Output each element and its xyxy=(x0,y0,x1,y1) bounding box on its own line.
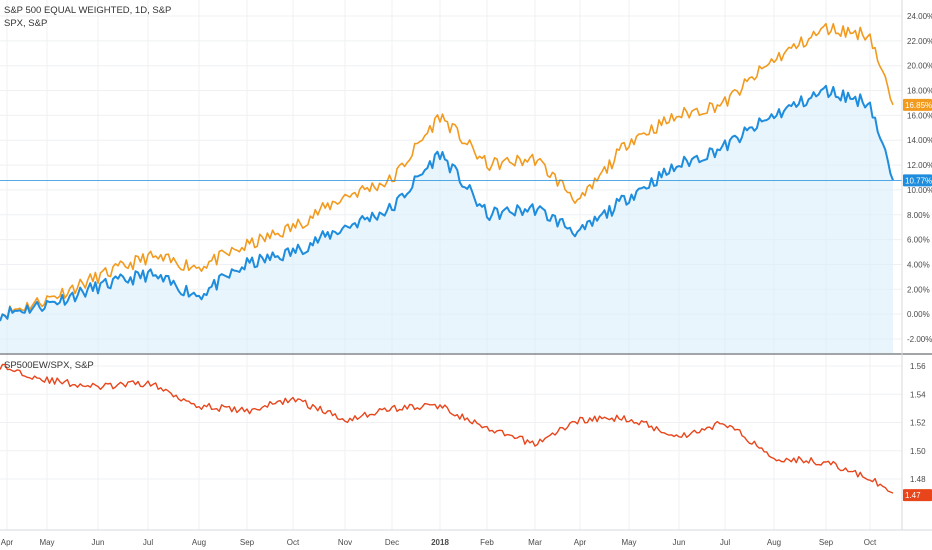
main-axis-tick-label: 2.00% xyxy=(907,285,930,294)
main-pane-title[interactable]: S&P 500 EQUAL WEIGHTED, 1D, S&P xyxy=(4,5,171,16)
time-axis-label: Jul xyxy=(720,538,730,547)
main-axis-tick-label: 22.00% xyxy=(907,37,932,46)
time-axis-label: Sep xyxy=(240,538,255,547)
time-axis-label: Jun xyxy=(673,538,686,547)
main-axis-tick-label: -2.00% xyxy=(907,335,932,344)
lower-pane-title[interactable]: SP500EW/SPX, S&P xyxy=(4,360,94,371)
main-axis-tick-label: 20.00% xyxy=(907,62,932,71)
main-axis-tick-label: 6.00% xyxy=(907,236,930,245)
time-axis-label: Oct xyxy=(287,538,300,547)
sp500ew-line xyxy=(0,22,894,322)
last-value-badges: 16.85% 10.77% 1.47 xyxy=(903,98,932,502)
main-axis-tick-label: 0.00% xyxy=(907,310,930,319)
time-axis-label: Jun xyxy=(92,538,105,547)
time-axis-label: Jul xyxy=(143,538,153,547)
main-axis-tick-label: 4.00% xyxy=(907,260,930,269)
spx-last-value-badge: 10.77% xyxy=(905,176,932,185)
sp500ew-last-value-badge-bg xyxy=(903,98,932,111)
lower-axis-tick-label: 1.48 xyxy=(910,475,926,484)
time-axis-label: 2018 xyxy=(431,538,449,547)
main-axis-tick-label: 10.00% xyxy=(907,186,932,195)
ratio-line xyxy=(0,363,894,494)
lower-axis-tick-label: 1.54 xyxy=(910,390,926,399)
spx-last-value-badge-bg xyxy=(903,174,932,187)
spx-line xyxy=(0,84,894,322)
lower-gridlines xyxy=(0,365,902,480)
time-axis[interactable]: Apr May Jun Jul Aug Sep Oct Nov Dec 2018 Feb Mar Apr… xyxy=(1,538,877,547)
lower-axis-tick-label: 1.50 xyxy=(910,447,926,456)
main-axis-tick-label: 14.00% xyxy=(907,136,932,145)
spx-area-fill xyxy=(0,85,893,354)
time-axis-label: May xyxy=(621,538,636,547)
sp500ew-last-value-badge: 16.85% xyxy=(905,101,932,110)
lower-axis-tick-label: 1.56 xyxy=(910,362,926,371)
lower-price-axis[interactable]: 1.56 1.54 1.52 1.50 1.48 xyxy=(910,362,926,484)
time-axis-label: Feb xyxy=(480,538,494,547)
lower-pane-background xyxy=(0,355,902,529)
main-pane-subtitle[interactable]: SPX, S&P xyxy=(4,18,47,29)
main-axis-tick-label: 18.00% xyxy=(907,87,932,96)
time-axis-label: Apr xyxy=(574,538,587,547)
time-axis-label: Mar xyxy=(528,538,542,547)
time-axis-label: Aug xyxy=(767,538,781,547)
lower-axis-tick-label: 1.52 xyxy=(910,419,926,428)
ratio-last-value-badge-bg xyxy=(903,489,932,502)
time-axis-label: Oct xyxy=(864,538,877,547)
time-axis-label: Nov xyxy=(338,538,352,547)
time-axis-label: Aug xyxy=(192,538,206,547)
time-axis-label: Apr xyxy=(1,538,14,547)
main-price-axis[interactable]: 24.00% 22.00% 20.00% 18.00% 16.00% 14.00% 12.0… xyxy=(907,12,932,344)
ratio-last-value-badge: 1.47 xyxy=(905,491,921,500)
main-axis-tick-label: 16.00% xyxy=(907,111,932,120)
time-axis-label: May xyxy=(39,538,54,547)
main-axis-tick-label: 12.00% xyxy=(907,161,932,170)
time-axis-label: Sep xyxy=(819,538,834,547)
time-axis-label: Dec xyxy=(385,538,399,547)
main-axis-tick-label: 8.00% xyxy=(907,211,930,220)
main-axis-tick-label: 24.00% xyxy=(907,12,932,21)
